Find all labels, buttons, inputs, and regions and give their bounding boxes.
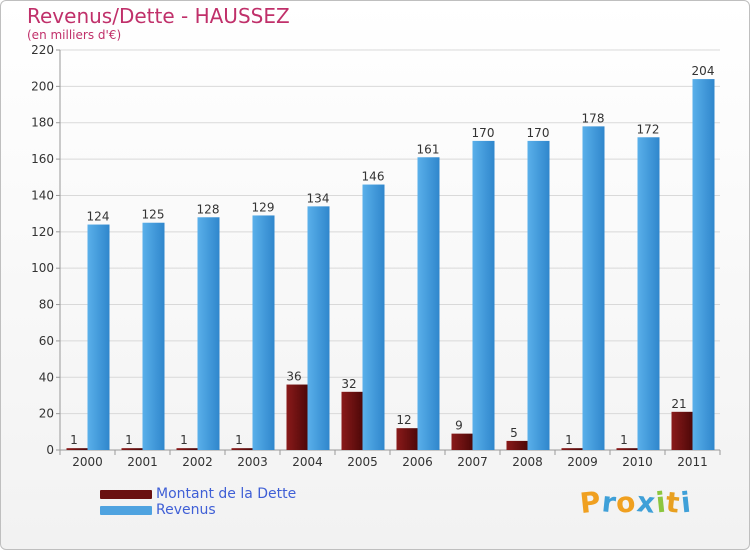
bar-revenus [472, 140, 495, 450]
y-tick-label: 60 [39, 334, 54, 348]
data-label-revenus: 170 [472, 126, 495, 140]
data-label-revenus: 204 [692, 64, 715, 78]
legend-swatch-revenus [100, 505, 152, 515]
data-label-dette: 9 [455, 419, 463, 433]
data-label-revenus: 129 [252, 200, 275, 214]
bar-dette [176, 448, 198, 450]
y-tick-label: 200 [31, 79, 54, 93]
bar-revenus [637, 137, 660, 451]
data-label-dette: 1 [565, 433, 573, 447]
x-tick-label: 2011 [677, 455, 708, 469]
chart-subtitle: (en milliers d'€) [27, 28, 122, 42]
data-label-revenus: 146 [362, 170, 385, 184]
data-label-dette: 21 [671, 397, 686, 411]
bar-revenus [417, 157, 440, 451]
bar-dette [561, 448, 583, 450]
data-label-revenus: 172 [637, 122, 660, 136]
data-label-dette: 1 [125, 433, 133, 447]
data-label-dette: 12 [396, 413, 411, 427]
bar-dette [66, 448, 88, 450]
x-tick-label: 2009 [567, 455, 598, 469]
data-label-revenus: 125 [142, 208, 165, 222]
y-tick-label: 80 [39, 298, 54, 312]
y-tick-label: 180 [31, 116, 54, 130]
bar-revenus [582, 126, 605, 450]
data-label-dette: 5 [510, 426, 518, 440]
bar-dette [231, 448, 253, 450]
data-label-revenus: 170 [527, 126, 550, 140]
y-tick-label: 0 [46, 443, 54, 457]
legend: Montant de la Dette Revenus [100, 486, 296, 518]
bar-revenus [142, 222, 165, 450]
x-tick-label: 2004 [292, 455, 323, 469]
data-label-dette: 36 [286, 370, 301, 384]
proxiti-logo: Proxiti [578, 484, 693, 521]
x-tick-label: 2007 [457, 455, 488, 469]
y-tick-label: 160 [31, 152, 54, 166]
data-label-dette: 1 [180, 433, 188, 447]
data-label-revenus: 128 [197, 202, 220, 216]
logo-letter: i [678, 485, 693, 520]
bar-revenus [87, 224, 110, 450]
chart-title: Revenus/Dette - HAUSSEZ [27, 4, 290, 28]
bar-dette [506, 440, 528, 450]
bar-dette [286, 384, 308, 450]
data-label-revenus: 161 [417, 142, 440, 156]
x-tick-label: 2003 [237, 455, 268, 469]
bar-revenus [197, 217, 220, 450]
data-label-dette: 1 [235, 433, 243, 447]
y-tick-label: 100 [31, 261, 54, 275]
data-label-revenus: 124 [87, 210, 110, 224]
y-tick-label: 40 [39, 370, 54, 384]
y-tick-label: 220 [31, 43, 54, 57]
bar-dette [396, 428, 418, 450]
x-tick-label: 2002 [182, 455, 213, 469]
logo-letter: P [578, 484, 604, 521]
y-tick-label: 20 [39, 407, 54, 421]
x-tick-label: 2008 [512, 455, 543, 469]
bar-revenus [362, 184, 385, 450]
legend-label-revenus: Revenus [156, 502, 216, 518]
legend-swatch-dette [100, 489, 152, 499]
bar-revenus [252, 215, 275, 450]
bar-revenus [527, 140, 550, 450]
x-tick-label: 2006 [402, 455, 433, 469]
bar-dette [341, 391, 363, 450]
data-label-dette: 32 [341, 377, 356, 391]
bar-dette [451, 433, 473, 450]
data-label-dette: 1 [70, 433, 78, 447]
bar-revenus [307, 206, 330, 450]
y-tick-label: 120 [31, 225, 54, 239]
legend-item-revenus: Revenus [100, 502, 296, 518]
x-tick-label: 2005 [347, 455, 378, 469]
bar-dette [671, 411, 693, 450]
data-label-revenus: 178 [582, 111, 605, 125]
legend-item-dette: Montant de la Dette [100, 486, 296, 502]
data-label-dette: 1 [620, 433, 628, 447]
x-tick-label: 2000 [72, 455, 103, 469]
legend-label-dette: Montant de la Dette [156, 486, 297, 502]
bar-dette [121, 448, 143, 450]
x-tick-label: 2010 [622, 455, 653, 469]
data-label-revenus: 134 [307, 191, 330, 205]
x-tick-label: 2001 [127, 455, 158, 469]
bar-dette [616, 448, 638, 450]
bar-revenus [692, 79, 715, 450]
y-tick-label: 140 [31, 188, 54, 202]
